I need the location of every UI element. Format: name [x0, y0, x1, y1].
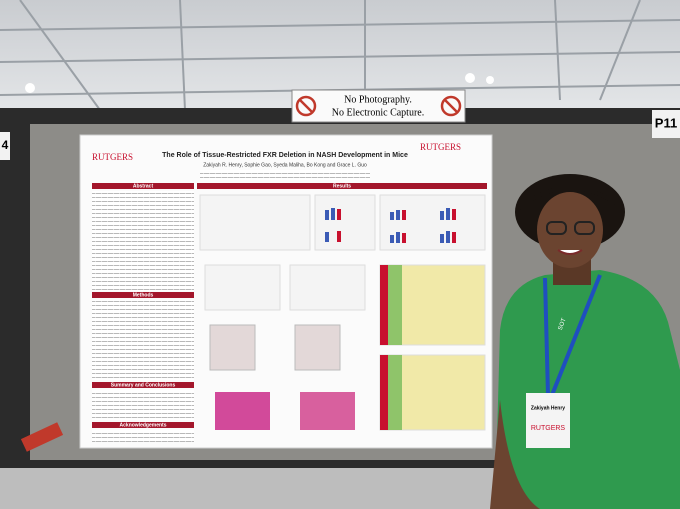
lanyard-text: SOT	[558, 317, 568, 331]
sign-icon	[295, 95, 317, 117]
sign	[291, 89, 466, 123]
poster-logo: RUTGERS	[92, 152, 133, 162]
section-heading: Abstract	[133, 183, 154, 189]
section-heading: Methods	[133, 292, 154, 298]
ceiling-light	[25, 83, 35, 93]
board-label: P11	[655, 115, 677, 130]
poster-authors: Zakiyah R. Henry, Sophie Gao, Syeda Mali…	[203, 162, 367, 168]
sign-text: No Electronic Capture.	[332, 107, 424, 118]
section-bar	[92, 183, 194, 189]
badge-logo: RUTGERS	[531, 425, 566, 432]
body-text	[92, 300, 194, 380]
person	[490, 174, 680, 509]
board-label: 4	[2, 138, 9, 152]
section-heading: Summary and Conclusions	[111, 382, 176, 388]
ceiling-light	[486, 76, 494, 84]
section-bar	[197, 183, 487, 189]
board-label-box	[652, 110, 680, 138]
ceiling-light	[465, 73, 475, 83]
clip	[20, 422, 64, 452]
section-bar	[92, 292, 194, 298]
poster-title: The Role of Tissue-Restricted FXR Deleti…	[162, 152, 408, 159]
poster-logo: RUTGERS	[420, 142, 461, 152]
body-text	[92, 390, 194, 420]
body-text	[92, 430, 194, 442]
sign-icon	[440, 95, 462, 117]
affiliation-text	[200, 170, 370, 180]
section-heading: Acknowledgements	[120, 422, 167, 428]
badge-name: Zakiyah Henry	[531, 405, 565, 411]
section-bar	[92, 382, 194, 388]
board-label-box	[0, 132, 10, 160]
sign-icon	[444, 99, 458, 113]
sign-icon	[299, 99, 313, 113]
body-text	[92, 191, 194, 291]
section-heading: Results	[333, 183, 351, 189]
figures	[199, 194, 486, 431]
sign-text: No Photography.	[344, 94, 412, 105]
section-bar	[92, 422, 194, 428]
